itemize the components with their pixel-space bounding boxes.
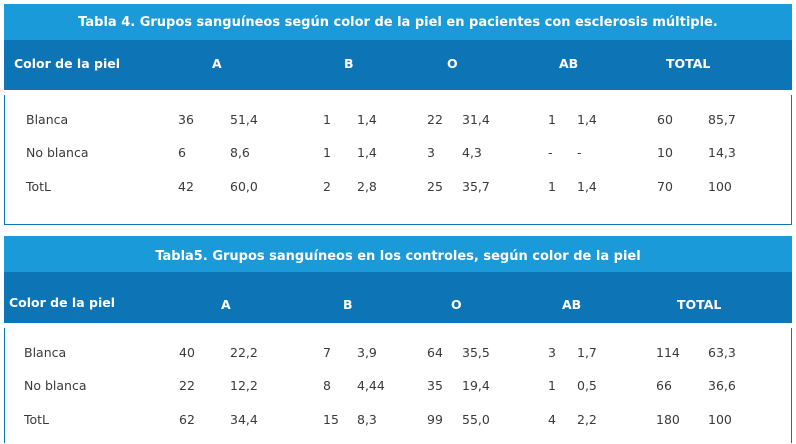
cell-ab-pct: 1,4 bbox=[577, 179, 597, 194]
table-body: Blanca 40 22,2 7 3,9 64 35,5 3 1,7 114 6… bbox=[4, 328, 792, 443]
cell-o-pct: 35,5 bbox=[462, 345, 490, 360]
cell-b-n: 1 bbox=[323, 145, 331, 160]
cell-b-n: 8 bbox=[323, 378, 331, 393]
cell-total-n: 114 bbox=[656, 345, 680, 360]
cell-b-n: 7 bbox=[323, 345, 331, 360]
cell-b-n: 1 bbox=[323, 112, 331, 127]
cell-b-n: 2 bbox=[323, 179, 331, 194]
cell-o-pct: 55,0 bbox=[462, 412, 490, 427]
cell-b-pct: 1,4 bbox=[357, 145, 377, 160]
table-row: Blanca 40 22,2 7 3,9 64 35,5 3 1,7 114 6… bbox=[5, 345, 791, 365]
cell-ab-n: - bbox=[548, 145, 553, 160]
cell-o-n: 25 bbox=[427, 179, 443, 194]
cell-ab-n: 1 bbox=[548, 112, 556, 127]
table-row: TotL 42 60,0 2 2,8 25 35,7 1 1,4 70 100 bbox=[5, 179, 791, 199]
cell-o-pct: 31,4 bbox=[462, 112, 490, 127]
cell-b-pct: 2,8 bbox=[357, 179, 377, 194]
cell-total-pct: 63,3 bbox=[708, 345, 736, 360]
cell-total-pct: 100 bbox=[708, 412, 732, 427]
cell-ab-pct: 1,7 bbox=[577, 345, 597, 360]
cell-a-pct: 51,4 bbox=[230, 112, 258, 127]
cell-ab-n: 4 bbox=[548, 412, 556, 427]
cell-ab-n: 1 bbox=[548, 378, 556, 393]
row-label: Blanca bbox=[24, 345, 67, 360]
cell-a-n: 36 bbox=[178, 112, 194, 127]
cell-a-n: 40 bbox=[179, 345, 195, 360]
cell-total-pct: 36,6 bbox=[708, 378, 736, 393]
cell-total-n: 180 bbox=[656, 412, 680, 427]
header-ab: AB bbox=[562, 297, 582, 312]
cell-total-n: 60 bbox=[657, 112, 673, 127]
header-color-piel: Color de la piel bbox=[9, 295, 115, 310]
cell-ab-n: 1 bbox=[548, 179, 556, 194]
cell-o-pct: 19,4 bbox=[462, 378, 490, 393]
row-label: TotL bbox=[26, 179, 52, 194]
cell-b-n: 15 bbox=[323, 412, 339, 427]
cell-o-n: 64 bbox=[427, 345, 443, 360]
table-row: Blanca 36 51,4 1 1,4 22 31,4 1 1,4 60 85… bbox=[5, 112, 791, 132]
cell-b-pct: 8,3 bbox=[357, 412, 377, 427]
header-color-piel: Color de la piel bbox=[14, 56, 120, 71]
header-b: B bbox=[343, 297, 353, 312]
cell-total-n: 66 bbox=[656, 378, 672, 393]
cell-total-n: 10 bbox=[657, 145, 673, 160]
cell-ab-pct: 1,4 bbox=[577, 112, 597, 127]
table-title: Tabla5. Grupos sanguíneos en los control… bbox=[4, 236, 792, 272]
cell-ab-pct: - bbox=[577, 145, 582, 160]
table-5: Tabla5. Grupos sanguíneos en los control… bbox=[4, 236, 792, 443]
cell-total-n: 70 bbox=[657, 179, 673, 194]
table-row: TotL 62 34,4 15 8,3 99 55,0 4 2,2 180 10… bbox=[5, 412, 791, 432]
table-4: Tabla 4. Grupos sanguíneos según color d… bbox=[4, 4, 792, 225]
cell-a-n: 22 bbox=[179, 378, 195, 393]
cell-a-n: 6 bbox=[178, 145, 186, 160]
header-ab: AB bbox=[559, 56, 579, 71]
table-row: No blanca 22 12,2 8 4,44 35 19,4 1 0,5 6… bbox=[5, 378, 791, 398]
header-b: B bbox=[344, 56, 354, 71]
table-title: Tabla 4. Grupos sanguíneos según color d… bbox=[4, 4, 792, 40]
header-total: TOTAL bbox=[677, 297, 722, 312]
table-header: Color de la piel A B O AB TOTAL bbox=[4, 40, 792, 90]
cell-o-pct: 4,3 bbox=[462, 145, 482, 160]
header-total: TOTAL bbox=[666, 56, 711, 71]
cell-total-pct: 100 bbox=[708, 179, 732, 194]
cell-o-n: 99 bbox=[427, 412, 443, 427]
cell-a-pct: 12,2 bbox=[230, 378, 258, 393]
row-label: Blanca bbox=[26, 112, 69, 127]
header-a: A bbox=[221, 297, 231, 312]
cell-a-pct: 8,6 bbox=[230, 145, 250, 160]
cell-total-pct: 14,3 bbox=[708, 145, 736, 160]
header-a: A bbox=[212, 56, 222, 71]
table-body: Blanca 36 51,4 1 1,4 22 31,4 1 1,4 60 85… bbox=[4, 95, 792, 225]
row-label: TotL bbox=[24, 412, 50, 427]
cell-o-pct: 35,7 bbox=[462, 179, 490, 194]
cell-a-n: 62 bbox=[179, 412, 195, 427]
cell-a-n: 42 bbox=[178, 179, 194, 194]
cell-b-pct: 4,44 bbox=[357, 378, 385, 393]
cell-o-n: 35 bbox=[427, 378, 443, 393]
cell-a-pct: 22,2 bbox=[230, 345, 258, 360]
row-label: No blanca bbox=[24, 378, 87, 393]
cell-ab-pct: 0,5 bbox=[577, 378, 597, 393]
cell-a-pct: 60,0 bbox=[230, 179, 258, 194]
table-header: Color de la piel A B O AB TOTAL bbox=[4, 272, 792, 323]
table-row: No blanca 6 8,6 1 1,4 3 4,3 - - 10 14,3 bbox=[5, 145, 791, 165]
cell-o-n: 3 bbox=[427, 145, 435, 160]
cell-total-pct: 85,7 bbox=[708, 112, 736, 127]
cell-a-pct: 34,4 bbox=[230, 412, 258, 427]
row-label: No blanca bbox=[26, 145, 89, 160]
cell-b-pct: 3,9 bbox=[357, 345, 377, 360]
cell-ab-n: 3 bbox=[548, 345, 556, 360]
cell-o-n: 22 bbox=[427, 112, 443, 127]
cell-b-pct: 1,4 bbox=[357, 112, 377, 127]
header-o: O bbox=[451, 297, 462, 312]
header-o: O bbox=[447, 56, 458, 71]
cell-ab-pct: 2,2 bbox=[577, 412, 597, 427]
